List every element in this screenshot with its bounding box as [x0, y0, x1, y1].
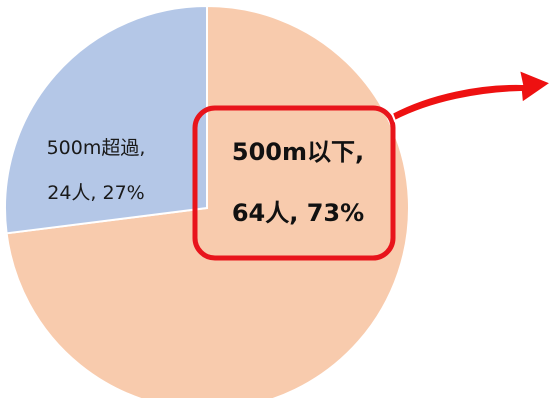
- data-label-under-500m-line1: 500m以下,: [232, 138, 364, 166]
- callout-arrow: [390, 68, 554, 123]
- data-label-over-500m-line2: 24人, 27%: [47, 182, 145, 204]
- pie-slices: [4, 4, 410, 398]
- data-label-under-500m-line2: 64人, 73%: [232, 199, 364, 227]
- data-label-over-500m-line1: 500m超過,: [47, 137, 146, 159]
- pie-slice-over-500m: [4, 4, 208, 235]
- highlight-box: [192, 105, 396, 261]
